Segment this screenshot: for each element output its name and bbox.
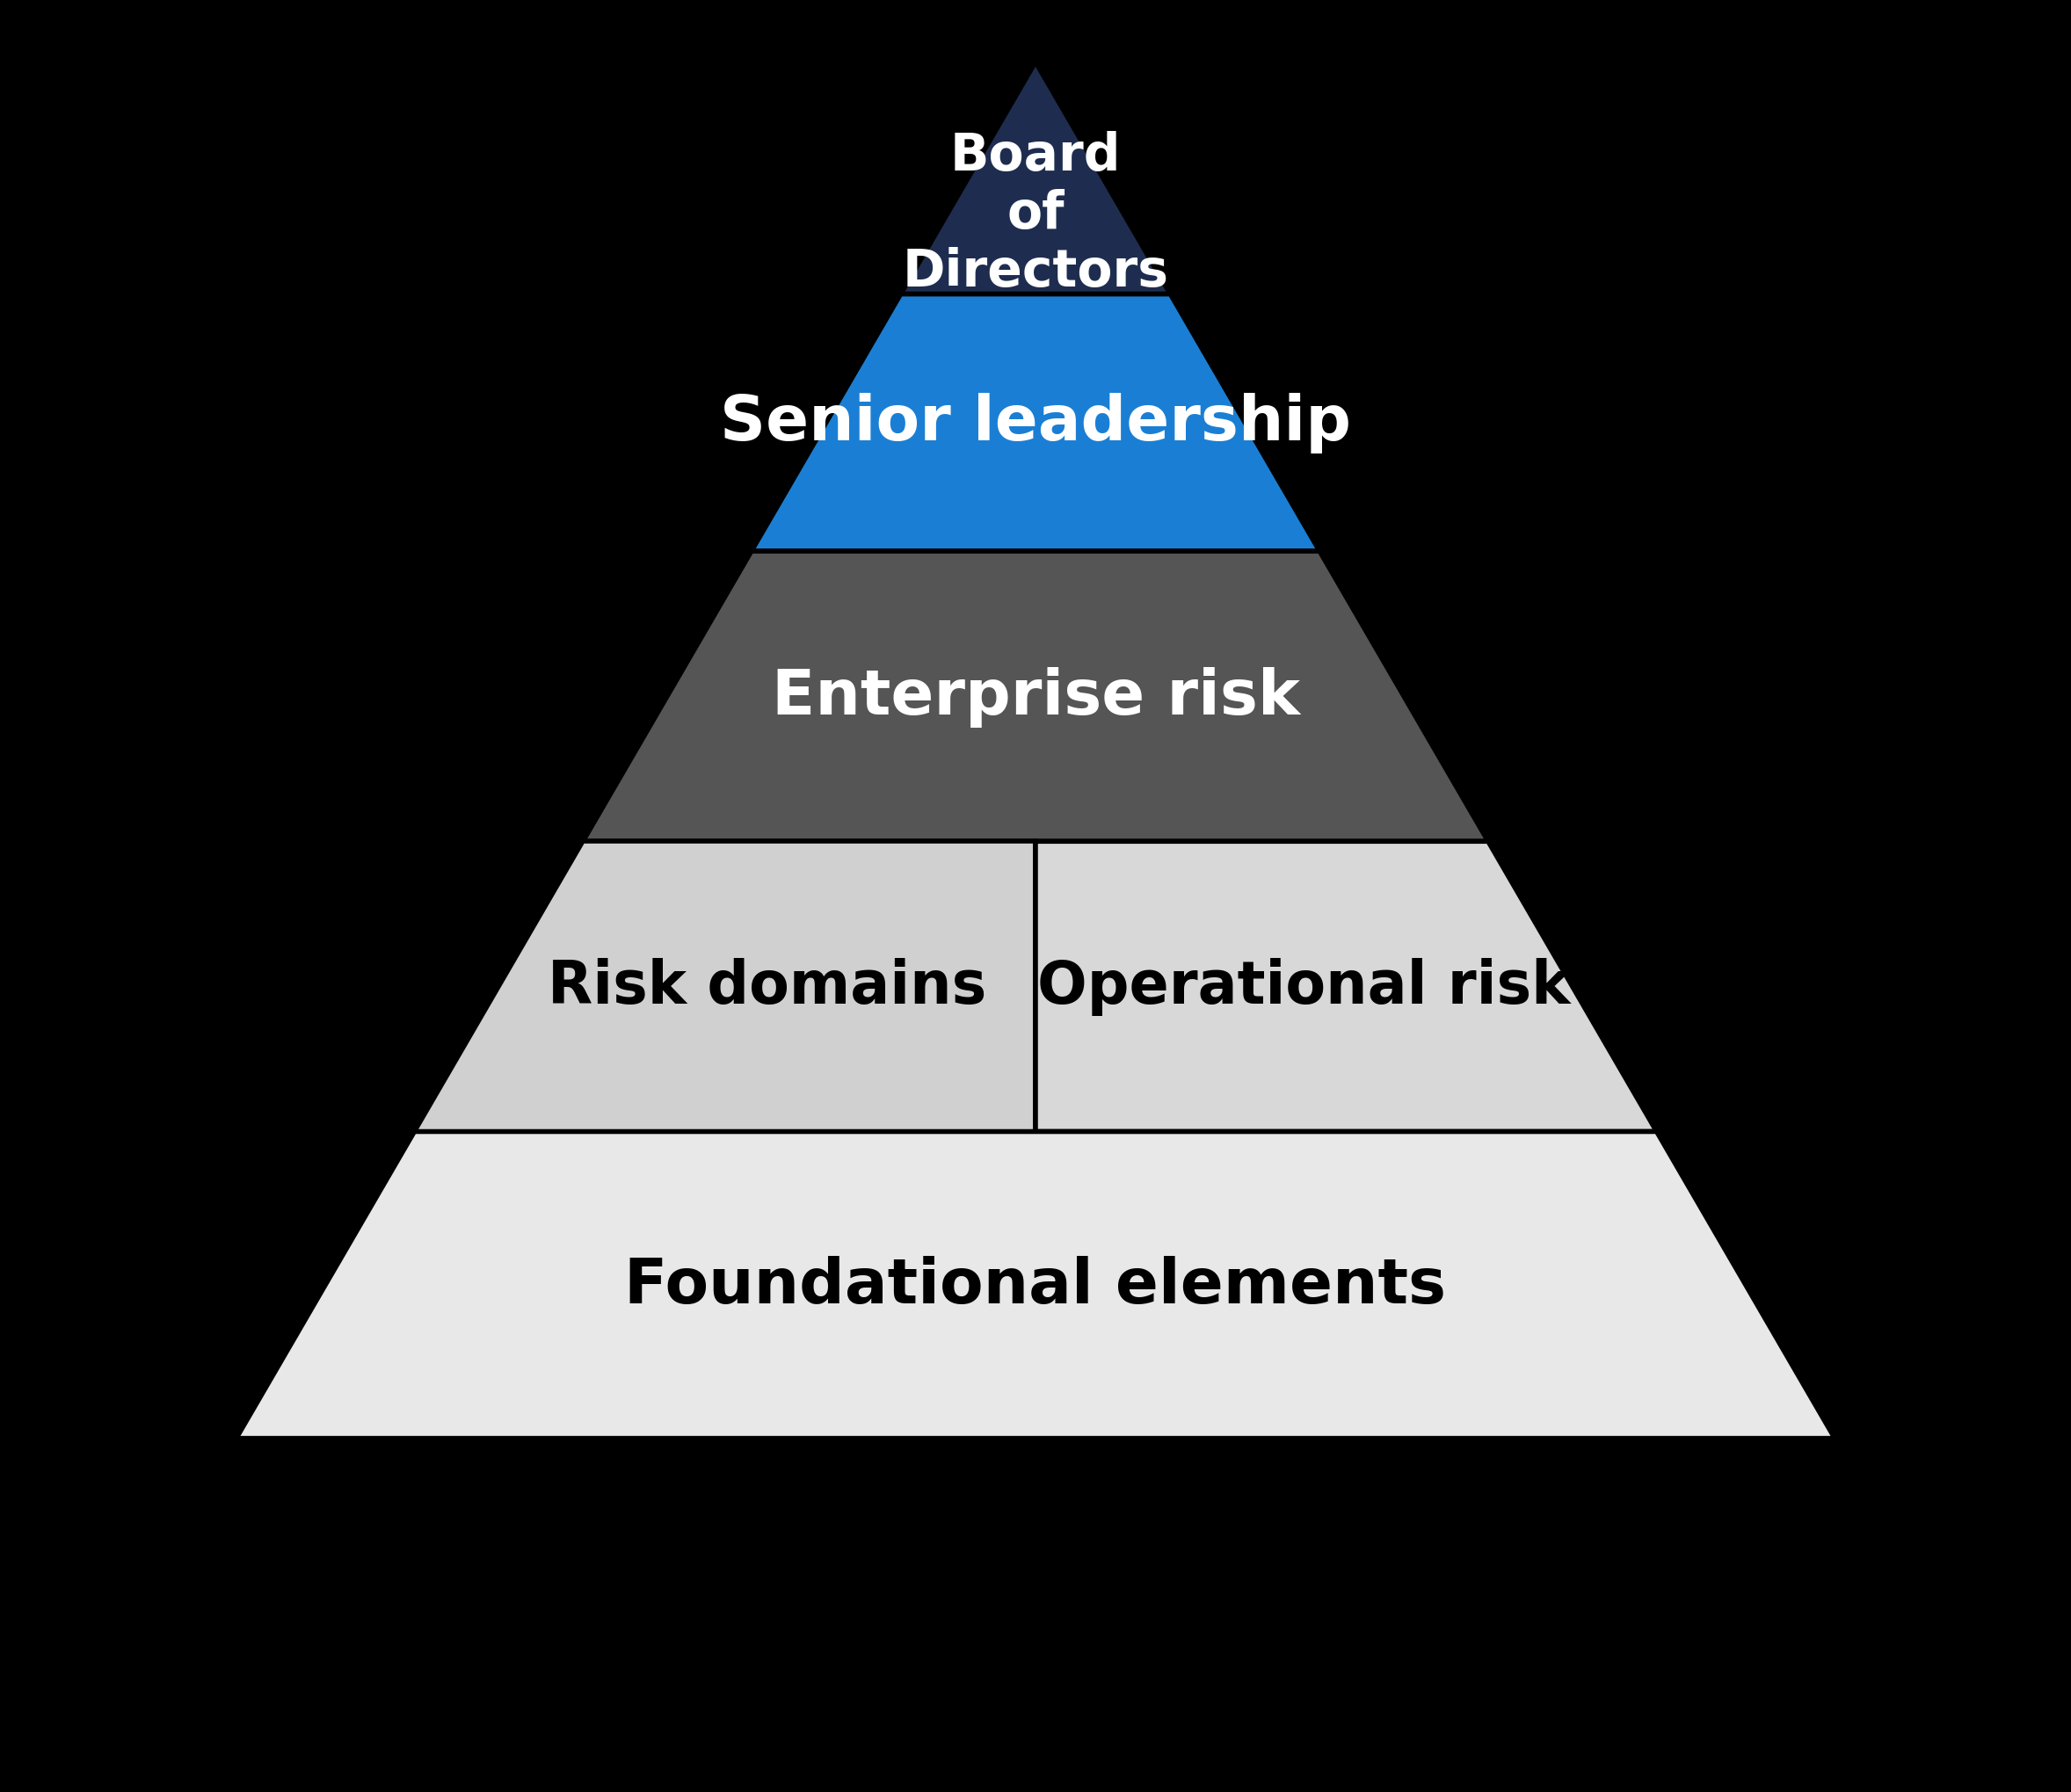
Polygon shape bbox=[236, 1133, 1835, 1439]
Text: Operational risk: Operational risk bbox=[1038, 959, 1570, 1016]
Text: Enterprise risk: Enterprise risk bbox=[770, 667, 1301, 728]
Text: Senior leadership: Senior leadership bbox=[721, 392, 1350, 453]
Polygon shape bbox=[414, 842, 1036, 1133]
Polygon shape bbox=[582, 552, 1489, 842]
Text: Foundational elements: Foundational elements bbox=[625, 1254, 1446, 1315]
Polygon shape bbox=[752, 294, 1319, 552]
Polygon shape bbox=[1036, 842, 1657, 1133]
Polygon shape bbox=[901, 63, 1170, 294]
Text: Risk domains: Risk domains bbox=[547, 959, 986, 1016]
Text: Board
of
Directors: Board of Directors bbox=[903, 131, 1168, 296]
